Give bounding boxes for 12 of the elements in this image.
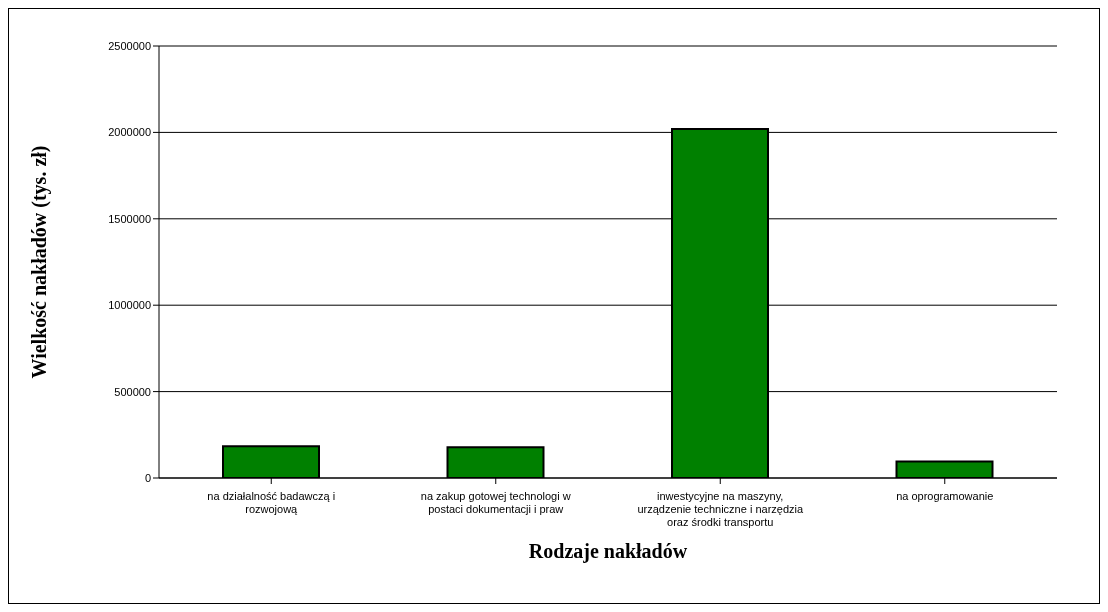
y-tick-label: 500000 — [114, 385, 151, 398]
x-tick-label: inwestycyjne na maszyny, urządzenie techniczne i narzędzia oraz środki transportu — [637, 490, 804, 528]
x-tick-label: na działalność badawczą i rozwojową — [207, 490, 336, 515]
x-axis-title: Rodzaje nakładów — [528, 540, 688, 563]
x-tick-label: na zakup gotowej technologi w postaci dokumentacji i praw — [420, 490, 571, 515]
y-tick-label: 2000000 — [108, 126, 151, 139]
y-tick-label: 1000000 — [108, 299, 151, 312]
y-axis-title: Wielkość nakładów (tys. zł) — [28, 145, 52, 379]
y-tick-label: 0 — [144, 471, 151, 484]
y-tick-label: 1500000 — [108, 212, 151, 225]
x-tick-label: na oprogramowanie — [896, 490, 994, 502]
y-tick-label: 2500000 — [108, 39, 151, 52]
